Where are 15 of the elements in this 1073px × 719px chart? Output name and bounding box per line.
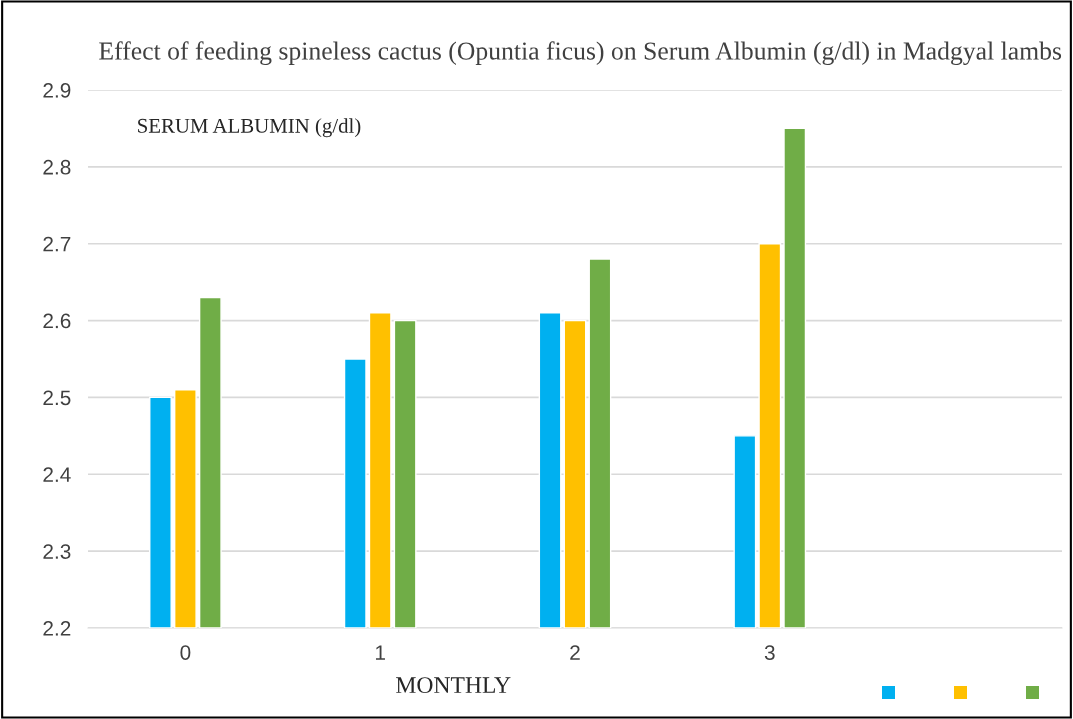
y-tick-label: 2.3 — [43, 544, 71, 559]
y-tick-label: 2.4 — [43, 467, 71, 482]
x-tick-label: 0 — [180, 645, 191, 660]
y-tick-label: 2.8 — [43, 159, 71, 175]
y-tick-label: 2.5 — [43, 390, 71, 406]
y-tick-label: 2.2 — [43, 621, 71, 636]
x-tick-label: 1 — [376, 645, 385, 660]
x-tick-label: 3 — [764, 645, 775, 660]
y-tick-label: 2.6 — [43, 313, 71, 329]
chart-title: Effect of feeding spineless cactus (Opuntia ficus) on Serum Albumin (g/dl) in Madgyal lambs — [99, 41, 1062, 65]
x-axis-title: MONTHLY — [396, 677, 511, 694]
y-tick-label: 2.9 — [43, 83, 71, 98]
y-axis-title: SERUM ALBUMIN (g/dl) — [138, 118, 361, 138]
x-tick-label: 2 — [570, 645, 580, 660]
y-tick-label: 2.7 — [43, 236, 71, 252]
